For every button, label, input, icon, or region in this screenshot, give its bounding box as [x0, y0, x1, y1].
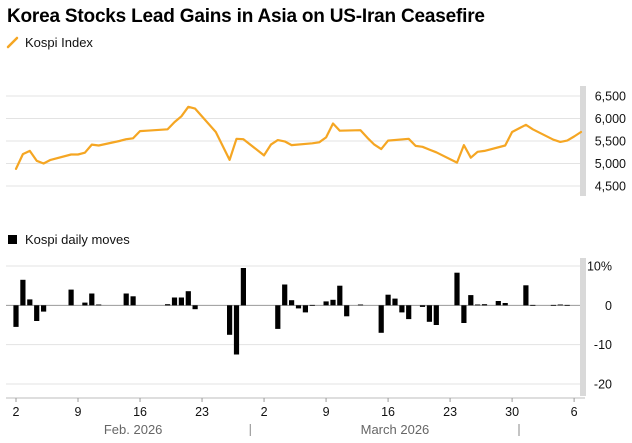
daily-move-bar — [337, 285, 343, 306]
daily-move-bar — [227, 305, 233, 335]
x-tick-label: 23 — [443, 405, 457, 419]
bar-y-tick-label: -20 — [594, 378, 612, 392]
daily-move-bar — [13, 305, 19, 327]
daily-move-bar — [495, 301, 501, 306]
daily-move-bar — [41, 305, 47, 312]
x-tick-label: 2 — [13, 405, 20, 419]
daily-move-bar — [171, 297, 178, 306]
daily-move-bar — [89, 293, 95, 306]
daily-move-bar — [27, 299, 33, 306]
daily-move-bar — [399, 305, 405, 313]
daily-move-bar — [233, 305, 240, 355]
daily-move-bar — [123, 293, 129, 306]
month-label: March 2026 — [361, 422, 430, 437]
line-latest-highlight — [580, 86, 586, 196]
daily-move-bar — [68, 289, 74, 306]
x-tick-label: 16 — [133, 405, 147, 419]
daily-move-bar — [295, 305, 302, 309]
daily-move-bar — [309, 304, 315, 306]
daily-move-bar — [165, 304, 171, 306]
x-tick-label: 6 — [571, 405, 578, 419]
daily-move-bar — [557, 304, 563, 306]
daily-move-bar — [468, 295, 474, 306]
daily-move-bar — [419, 305, 426, 307]
x-tick-label: 16 — [381, 405, 395, 419]
x-tick-label: 9 — [75, 405, 82, 419]
daily-move-bar — [475, 304, 481, 306]
kospi-daily-moves-legend-label: Kospi daily moves — [25, 232, 130, 247]
bar-y-tick-label: 10% — [587, 260, 612, 274]
daily-move-bar — [96, 304, 102, 306]
daily-move-bar — [392, 298, 398, 306]
x-tick-label: 2 — [261, 405, 268, 419]
bar-y-tick-label: 0 — [605, 299, 612, 313]
daily-move-bar — [34, 305, 40, 321]
x-tick-label: 30 — [505, 405, 519, 419]
daily-move-bar — [481, 304, 488, 306]
daily-move-bar — [178, 297, 184, 306]
kospi-index-legend-label: Kospi Index — [25, 35, 93, 50]
daily-move-bar — [550, 304, 556, 306]
daily-move-bar — [385, 294, 391, 306]
daily-move-bar — [564, 304, 570, 306]
bar-latest-highlight — [580, 258, 586, 396]
line-y-tick-label: 6,000 — [595, 112, 626, 126]
daily-move-bar — [282, 284, 288, 306]
daily-move-bar — [433, 305, 439, 325]
daily-move-bar — [454, 272, 460, 306]
daily-move-bar — [378, 305, 384, 333]
line-y-tick-label: 5,000 — [595, 157, 626, 171]
line-y-tick-label: 4,500 — [595, 180, 626, 194]
daily-move-bar — [82, 302, 88, 306]
line-y-tick-label: 6,500 — [595, 90, 626, 104]
daily-move-bar — [502, 303, 508, 306]
daily-move-bar — [192, 305, 198, 310]
chart-title: Korea Stocks Lead Gains in Asia on US-Ir… — [7, 6, 485, 27]
daily-move-bar — [523, 285, 529, 306]
daily-move-bar — [530, 304, 536, 306]
daily-move-bar — [240, 268, 246, 306]
kospi-daily-moves-legend-swatch — [8, 235, 17, 244]
daily-move-bar — [461, 305, 467, 323]
x-tick-label: 9 — [323, 405, 330, 419]
daily-move-bar — [323, 301, 329, 306]
daily-move-bar — [275, 305, 281, 329]
daily-move-bar — [302, 305, 308, 313]
daily-move-bar — [130, 296, 136, 306]
daily-move-bar — [330, 299, 336, 306]
x-tick-label: 23 — [195, 405, 209, 419]
daily-move-bar — [20, 279, 26, 306]
daily-move-bar — [357, 304, 364, 306]
daily-move-bar — [185, 291, 191, 306]
daily-move-bar — [289, 300, 295, 306]
daily-move-bar — [426, 305, 432, 322]
bar-y-tick-label: -10 — [594, 338, 612, 352]
daily-move-bar — [406, 305, 412, 320]
line-y-tick-label: 5,500 — [595, 135, 626, 149]
kospi-index-line — [14, 105, 583, 170]
kospi-index-legend-swatch — [6, 36, 19, 49]
month-label: Feb. 2026 — [104, 422, 163, 437]
daily-move-bar — [344, 305, 350, 317]
